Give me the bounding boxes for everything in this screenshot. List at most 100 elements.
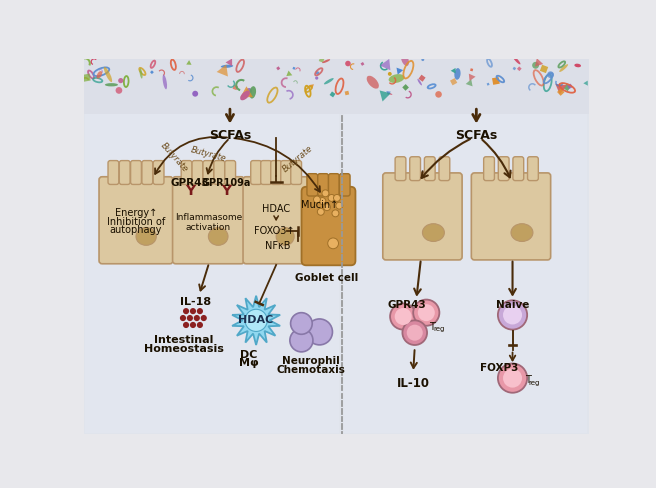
Polygon shape bbox=[556, 84, 567, 94]
Circle shape bbox=[190, 322, 196, 328]
Text: GPR43: GPR43 bbox=[388, 300, 426, 310]
Text: Intestinal: Intestinal bbox=[154, 335, 213, 345]
Bar bbox=[329, 91, 335, 98]
Circle shape bbox=[201, 315, 207, 321]
FancyBboxPatch shape bbox=[108, 161, 119, 184]
Text: Naive: Naive bbox=[496, 300, 529, 310]
Circle shape bbox=[436, 91, 442, 98]
Ellipse shape bbox=[422, 224, 444, 242]
Circle shape bbox=[413, 300, 440, 326]
Polygon shape bbox=[466, 79, 472, 86]
Circle shape bbox=[187, 315, 193, 321]
Text: IL-10: IL-10 bbox=[397, 377, 430, 390]
Ellipse shape bbox=[575, 63, 581, 67]
Circle shape bbox=[115, 87, 122, 94]
Ellipse shape bbox=[276, 227, 294, 245]
Circle shape bbox=[407, 325, 422, 341]
FancyBboxPatch shape bbox=[271, 161, 281, 184]
Ellipse shape bbox=[96, 71, 102, 79]
FancyBboxPatch shape bbox=[181, 161, 192, 184]
Polygon shape bbox=[386, 91, 391, 95]
Circle shape bbox=[336, 202, 342, 209]
Circle shape bbox=[421, 58, 424, 61]
Polygon shape bbox=[286, 71, 293, 76]
Wedge shape bbox=[528, 83, 536, 91]
Polygon shape bbox=[232, 296, 280, 345]
Circle shape bbox=[190, 308, 196, 314]
Ellipse shape bbox=[401, 54, 409, 66]
Ellipse shape bbox=[163, 75, 167, 89]
FancyBboxPatch shape bbox=[281, 161, 291, 184]
Circle shape bbox=[532, 62, 539, 69]
Ellipse shape bbox=[104, 67, 112, 82]
Text: Mucin↑: Mucin↑ bbox=[301, 200, 338, 210]
Bar bbox=[564, 84, 571, 91]
Text: Inhibition of: Inhibition of bbox=[107, 217, 165, 227]
Bar bbox=[557, 88, 565, 96]
FancyBboxPatch shape bbox=[142, 161, 153, 184]
Text: Neurophil: Neurophil bbox=[282, 356, 340, 366]
FancyBboxPatch shape bbox=[307, 174, 318, 196]
Bar bbox=[470, 68, 473, 71]
FancyBboxPatch shape bbox=[483, 157, 495, 181]
Wedge shape bbox=[91, 58, 96, 65]
Circle shape bbox=[314, 196, 320, 203]
Ellipse shape bbox=[240, 91, 250, 101]
Ellipse shape bbox=[367, 76, 379, 89]
Bar bbox=[492, 77, 500, 85]
Polygon shape bbox=[451, 68, 456, 74]
Circle shape bbox=[332, 210, 339, 217]
Circle shape bbox=[180, 315, 186, 321]
Ellipse shape bbox=[324, 78, 334, 84]
FancyBboxPatch shape bbox=[329, 174, 339, 196]
Circle shape bbox=[328, 238, 338, 249]
Circle shape bbox=[345, 61, 351, 66]
Ellipse shape bbox=[209, 227, 228, 245]
Text: Y: Y bbox=[221, 184, 231, 198]
Bar bbox=[512, 67, 516, 70]
Text: NFκB: NFκB bbox=[265, 241, 291, 251]
Ellipse shape bbox=[249, 86, 256, 99]
Wedge shape bbox=[236, 79, 245, 91]
Text: Inflammasome: Inflammasome bbox=[174, 213, 242, 223]
Bar bbox=[233, 85, 238, 90]
Polygon shape bbox=[380, 90, 391, 102]
Circle shape bbox=[197, 308, 203, 314]
FancyBboxPatch shape bbox=[424, 157, 435, 181]
Wedge shape bbox=[555, 81, 564, 86]
Wedge shape bbox=[293, 81, 298, 84]
Circle shape bbox=[390, 304, 417, 329]
Ellipse shape bbox=[388, 74, 404, 83]
Bar bbox=[419, 75, 426, 81]
Bar bbox=[319, 57, 325, 62]
Circle shape bbox=[503, 368, 522, 387]
Circle shape bbox=[395, 308, 412, 325]
Bar bbox=[150, 70, 154, 74]
Ellipse shape bbox=[105, 83, 118, 86]
Bar bbox=[487, 82, 489, 86]
Circle shape bbox=[306, 319, 333, 345]
Ellipse shape bbox=[140, 68, 142, 79]
Text: Goblet cell: Goblet cell bbox=[295, 273, 358, 283]
Circle shape bbox=[315, 77, 318, 80]
Circle shape bbox=[183, 308, 189, 314]
Text: reg: reg bbox=[433, 326, 445, 332]
Wedge shape bbox=[380, 61, 388, 71]
Polygon shape bbox=[216, 64, 228, 77]
Circle shape bbox=[388, 72, 392, 76]
FancyBboxPatch shape bbox=[339, 174, 350, 196]
FancyBboxPatch shape bbox=[471, 173, 550, 260]
Polygon shape bbox=[469, 74, 476, 81]
Ellipse shape bbox=[387, 93, 392, 95]
Wedge shape bbox=[211, 86, 219, 97]
Bar bbox=[83, 74, 91, 81]
Text: FOXO3↑: FOXO3↑ bbox=[255, 226, 295, 236]
Text: Butyrate: Butyrate bbox=[190, 146, 227, 164]
Circle shape bbox=[194, 315, 200, 321]
Polygon shape bbox=[240, 86, 253, 97]
Text: GPR43: GPR43 bbox=[171, 178, 209, 188]
Text: Chemotaxis: Chemotaxis bbox=[276, 365, 345, 375]
Circle shape bbox=[183, 322, 189, 328]
Polygon shape bbox=[396, 68, 403, 75]
Wedge shape bbox=[81, 77, 89, 85]
